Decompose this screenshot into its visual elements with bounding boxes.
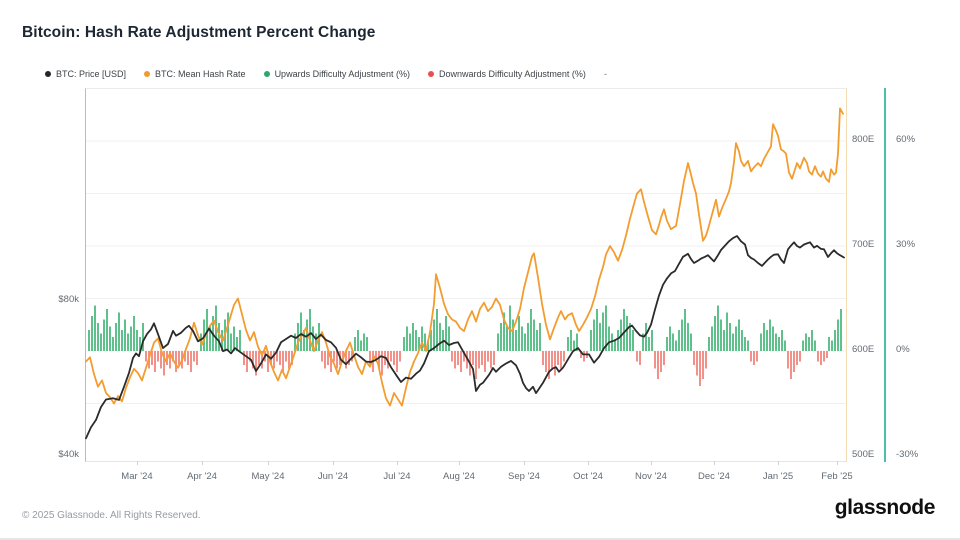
- y-axis-hashrate-tick: 800E: [852, 134, 875, 145]
- x-axis-month-tick: Jun '24: [317, 471, 349, 482]
- legend-item-label: Upwards Difficulty Adjustment (%): [274, 69, 410, 79]
- x-axis-month-tick: Mar '24: [121, 471, 153, 482]
- legend-dot-icon: [427, 71, 434, 77]
- legend-item[interactable]: Upwards Difficulty Adjustment (%): [263, 69, 410, 79]
- x-axis-month-tick: Dec '24: [698, 471, 730, 482]
- chart-canvas[interactable]: [85, 89, 846, 461]
- x-axis-month-tick: Aug '24: [443, 471, 475, 482]
- y-axis-percent-tick: 30%: [896, 239, 916, 250]
- x-axis-tick-mark: [397, 461, 398, 465]
- x-axis-tick-mark: [588, 461, 589, 465]
- x-axis-month-tick: Feb '25: [821, 471, 853, 482]
- legend-dot-icon: [45, 71, 51, 77]
- right-axis-line: [884, 88, 886, 462]
- legend-dot-icon: [144, 71, 151, 77]
- x-axis-tick-mark: [459, 461, 460, 465]
- legend-item-label: BTC: Mean Hash Rate: [155, 69, 246, 79]
- x-axis-month-tick: Jan '25: [762, 471, 794, 482]
- y-axis-hashrate-tick: 600E: [852, 344, 875, 355]
- x-axis-tick-mark: [202, 461, 203, 465]
- x-axis-tick-mark: [651, 461, 652, 465]
- x-axis-month-tick: Nov '24: [635, 471, 667, 482]
- x-axis-tick-mark: [778, 461, 779, 465]
- y-axis-hashrate-tick: 500E: [852, 449, 875, 460]
- legend-item-label: BTC: Price [USD]: [56, 69, 127, 79]
- x-axis-month-tick: Sep '24: [508, 471, 540, 482]
- x-axis-month-tick: Oct '24: [573, 471, 603, 482]
- legend-item-label: Downwards Difficulty Adjustment (%): [438, 69, 586, 79]
- legend: BTC: Price [USD] BTC: Mean Hash Rate Upwar…: [45, 68, 607, 80]
- hashrate-line: [85, 107, 844, 407]
- y-axis-price-tick: $40k: [58, 449, 79, 460]
- x-axis-month-tick: May '24: [251, 471, 285, 482]
- y-axis-percent-tick: -30%: [896, 449, 919, 460]
- y-axis-percent-tick: 0%: [896, 344, 910, 355]
- legend-item[interactable]: BTC: Mean Hash Rate: [144, 69, 246, 79]
- x-axis-tick-mark: [524, 461, 525, 465]
- plot-area[interactable]: [85, 88, 847, 462]
- legend-suffix: -: [604, 69, 607, 79]
- x-axis-tick-mark: [333, 461, 334, 465]
- y-axis-hashrate-tick: 700E: [852, 239, 875, 250]
- legend-item[interactable]: Downwards Difficulty Adjustment (%): [427, 69, 586, 79]
- glassnode-wordmark: glassnode: [834, 496, 936, 519]
- y-axis-price-tick: $80k: [58, 294, 79, 305]
- price-line: [85, 235, 845, 440]
- x-axis-month-tick: Jul '24: [383, 471, 411, 482]
- x-axis-tick-mark: [837, 461, 838, 465]
- y-axis-percent-tick: 60%: [896, 134, 916, 145]
- x-axis-month-tick: Apr '24: [187, 471, 217, 482]
- x-axis-tick-mark: [268, 461, 269, 465]
- footer-copyright: © 2025 Glassnode. All Rights Reserved.: [22, 510, 201, 521]
- x-axis-tick-mark: [137, 461, 138, 465]
- legend-item[interactable]: BTC: Price [USD]: [45, 69, 126, 79]
- legend-dot-icon: [263, 71, 270, 77]
- chart-title: Bitcoin: Hash Rate Adjustment Percent Ch…: [22, 24, 376, 41]
- x-axis-tick-mark: [714, 461, 715, 465]
- bottom-divider: [0, 538, 960, 540]
